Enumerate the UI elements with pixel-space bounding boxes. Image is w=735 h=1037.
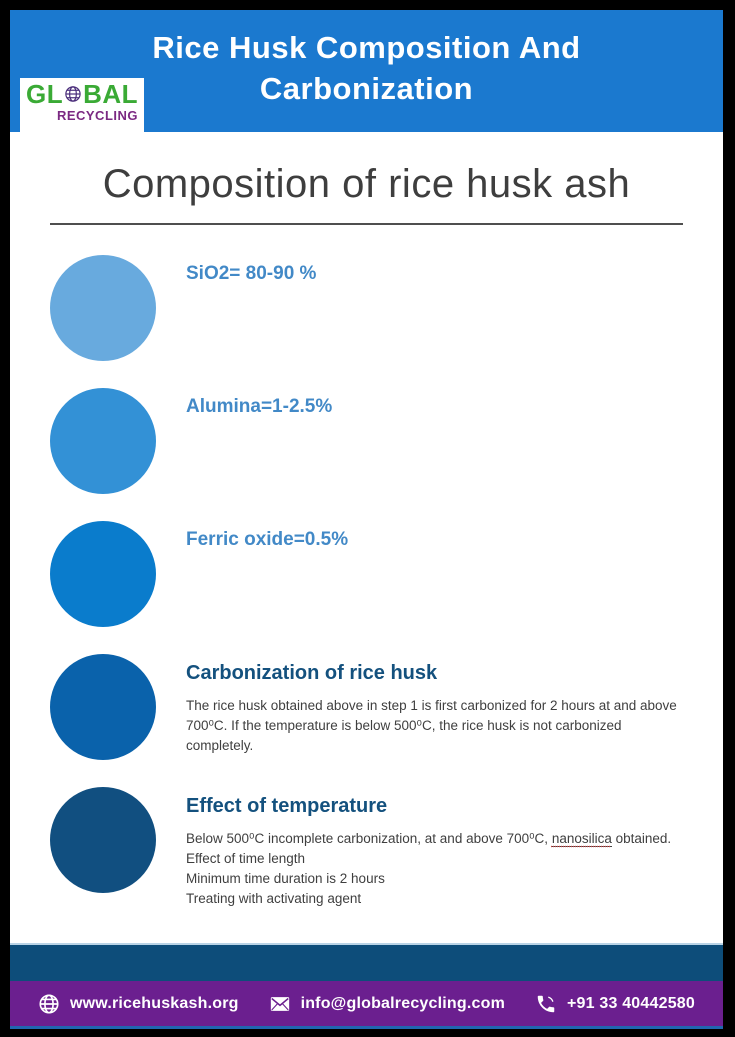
- temperature-line1-nanosilica: nanosilica: [551, 831, 612, 847]
- sio2-label: SiO2= 80-90 %: [186, 263, 317, 284]
- carbonization-paragraph: The rice husk obtained above in step 1 i…: [186, 698, 677, 753]
- logo-word-prefix: GL: [26, 79, 64, 109]
- temperature-line1-after: obtained.: [611, 831, 672, 846]
- logo-subline: RECYCLING: [56, 108, 138, 123]
- carbonization-body: The rice husk obtained above in step 1 i…: [186, 696, 691, 756]
- footer-phone-link[interactable]: +91 33 40442580: [535, 993, 695, 1015]
- list-item-text: Alumina=1-2.5%: [186, 388, 691, 418]
- section-heading: Composition of rice husk ash: [102, 162, 631, 206]
- effect-of-temperature-title: Effect of temperature: [186, 795, 388, 817]
- footer-contact-bar: www.ricehuskash.org info@globalrecycling…: [10, 981, 723, 1029]
- footer-website-link[interactable]: www.ricehuskash.org: [38, 993, 239, 1015]
- list-item-effect-of-temperature: Effect of temperature Below 500⁰C incomp…: [10, 787, 723, 909]
- page-title-line1: Rice Husk Composition And: [152, 30, 581, 65]
- temperature-line1-before: Below 500⁰C incomplete carbonization, at…: [186, 831, 552, 846]
- logo-wordmark: GL BAL: [26, 81, 138, 107]
- page-title: Rice Husk Composition And Carbonization: [10, 27, 723, 109]
- bullet-circle-carbonization: [50, 654, 156, 760]
- bullet-circle-effect-of-temperature: [50, 787, 156, 893]
- phone-icon: [537, 995, 555, 1012]
- list-item-alumina: Alumina=1-2.5%: [10, 388, 723, 494]
- logo-word-suffix: BAL: [83, 79, 138, 109]
- composition-list: SiO2= 80-90 % Alumina=1-2.5% Ferric oxid…: [10, 255, 723, 909]
- temperature-line1: Below 500⁰C incomplete carbonization, at…: [186, 829, 691, 849]
- ferric-oxide-label: Ferric oxide=0.5%: [186, 529, 349, 550]
- temperature-line2: Effect of time length: [186, 851, 306, 866]
- footer-website-text: www.ricehuskash.org: [70, 994, 239, 1012]
- global-recycling-logo: GL BAL RECYCLING: [20, 78, 144, 132]
- footer-navy-band: [10, 943, 723, 981]
- page-title-line2: Carbonization: [259, 71, 474, 106]
- bullet-circle-ferric-oxide: [50, 521, 156, 627]
- carbonization-title: Carbonization of rice husk: [186, 662, 438, 684]
- list-item-sio2: SiO2= 80-90 %: [10, 255, 723, 361]
- globe-icon: [39, 993, 59, 1014]
- list-item-carbonization: Carbonization of rice husk The rice husk…: [10, 654, 723, 760]
- bullet-circle-alumina: [50, 388, 156, 494]
- envelope-icon: [270, 996, 289, 1011]
- list-item-text: SiO2= 80-90 %: [186, 255, 691, 285]
- footer-phone-text: +91 33 40442580: [566, 994, 695, 1012]
- list-item-text: Carbonization of rice husk The rice husk…: [186, 654, 691, 756]
- footer: www.ricehuskash.org info@globalrecycling…: [10, 943, 723, 1029]
- temperature-line3: Minimum time duration is 2 hours: [186, 871, 385, 886]
- poster-page: Rice Husk Composition And Carbonization …: [10, 10, 723, 1029]
- heading-divider: [50, 223, 683, 225]
- bullet-circle-sio2: [50, 255, 156, 361]
- list-item-ferric-oxide: Ferric oxide=0.5%: [10, 521, 723, 627]
- temperature-line4: Treating with activating agent: [186, 891, 362, 906]
- list-item-text: Effect of temperature Below 500⁰C incomp…: [186, 787, 691, 909]
- list-item-text: Ferric oxide=0.5%: [186, 521, 691, 551]
- globe-icon: [65, 86, 81, 102]
- alumina-label: Alumina=1-2.5%: [186, 396, 333, 417]
- footer-email-text: info@globalrecycling.com: [300, 994, 505, 1012]
- effect-of-temperature-body: Below 500⁰C incomplete carbonization, at…: [186, 829, 691, 909]
- footer-email-link[interactable]: info@globalrecycling.com: [269, 993, 505, 1015]
